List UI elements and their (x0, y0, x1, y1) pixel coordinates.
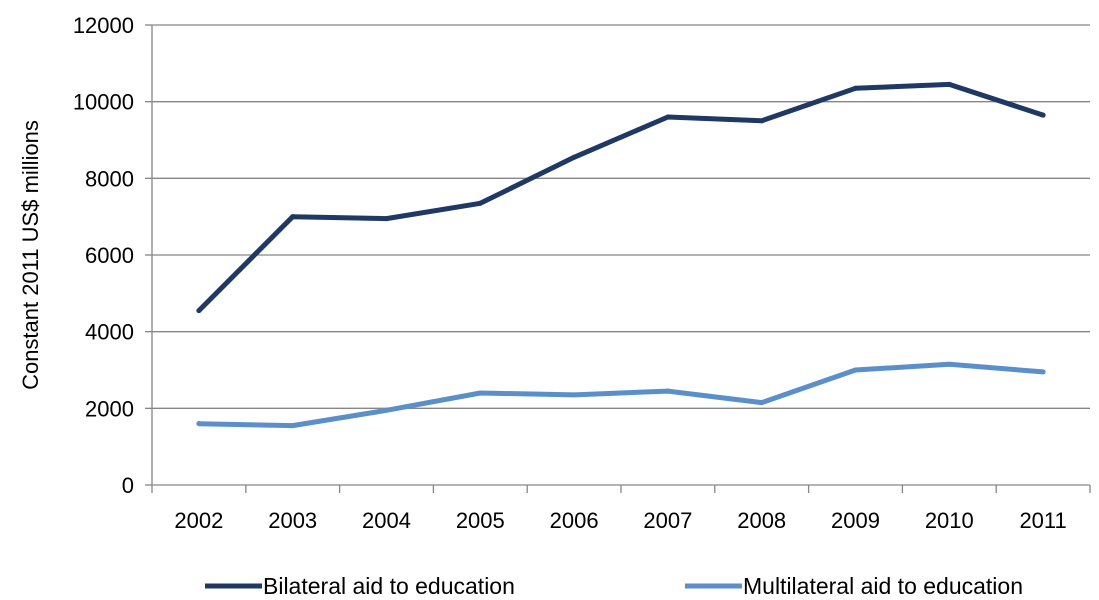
y-tick-label: 2000 (85, 396, 134, 421)
x-tick-label: 2004 (362, 508, 411, 533)
data-point (196, 308, 202, 314)
x-tick-label: 2007 (643, 508, 692, 533)
x-tick-label: 2006 (550, 508, 599, 533)
series-line-multilateral (196, 361, 1046, 429)
y-tick-label: 6000 (85, 243, 134, 268)
data-point (1040, 369, 1046, 375)
x-tick-labels: 2002 2003 2004 2005 2006 2007 2008 2009 2010 2011 (174, 508, 1066, 533)
data-point (290, 214, 296, 220)
data-point (665, 114, 671, 120)
legend-label: Multilateral aid to education (743, 573, 1023, 599)
y-tick-labels: 0 2000 4000 6000 8000 10000 12000 (73, 13, 134, 498)
data-point (477, 200, 483, 206)
y-tick-label: 10000 (73, 90, 134, 115)
data-point (196, 421, 202, 427)
data-point (759, 118, 765, 124)
x-tick-label: 2002 (174, 508, 223, 533)
data-point (571, 154, 577, 160)
data-point (665, 388, 671, 394)
data-point (853, 85, 858, 91)
legend-label: Bilateral aid to education (263, 573, 515, 599)
x-tick-label: 2009 (831, 508, 880, 533)
y-tick-label: 4000 (85, 320, 134, 345)
x-tick-label: 2010 (925, 508, 974, 533)
data-point (853, 367, 858, 373)
data-point (759, 400, 765, 406)
x-tick-label: 2005 (456, 508, 505, 533)
data-point (384, 407, 389, 413)
y-axis-title: Constant 2011 US$ millions (18, 120, 43, 390)
legend: Bilateral aid to education Multilateral a… (205, 573, 1023, 599)
series-lines (196, 81, 1046, 429)
data-point (384, 216, 389, 222)
x-tick-label: 2003 (268, 508, 317, 533)
data-point (571, 392, 577, 398)
data-point (1040, 112, 1046, 118)
y-tick-label: 8000 (85, 166, 134, 191)
data-point (946, 81, 952, 87)
gridlines (145, 24, 1091, 493)
data-point (477, 390, 483, 396)
series-line-bilateral (196, 81, 1046, 314)
data-point (946, 361, 952, 367)
x-tick-label: 2008 (737, 508, 786, 533)
x-tick-label: 2011 (1019, 508, 1066, 533)
y-tick-label: 12000 (73, 13, 134, 38)
y-tick-label: 0 (122, 473, 134, 498)
axes (151, 25, 1090, 486)
data-point (290, 423, 296, 429)
